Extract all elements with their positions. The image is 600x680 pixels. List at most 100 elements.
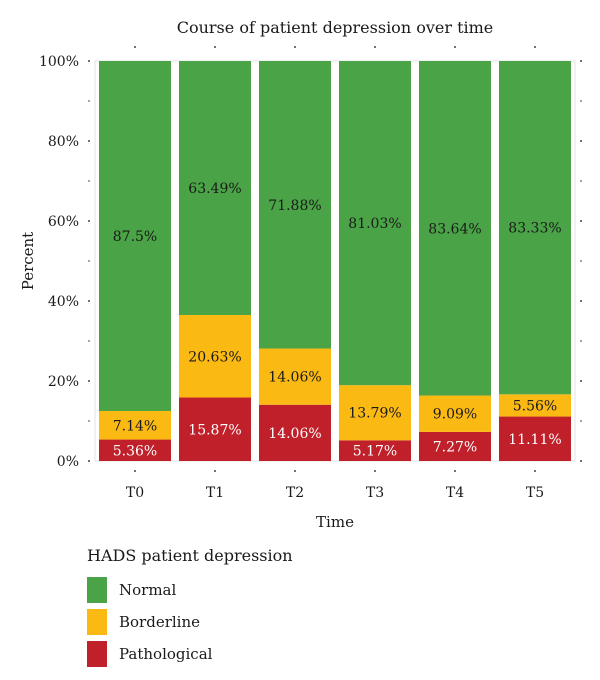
data-label-pathological-t2: 14.06% (268, 426, 321, 442)
y-minor-mark-left (88, 180, 90, 182)
bar-normal-t3 (339, 61, 411, 386)
data-label-pathological-t1: 15.87% (188, 422, 241, 438)
plot-frame (94, 60, 576, 462)
y-tick-label: 40% (48, 294, 79, 310)
data-label-normal-t0: 87.5% (113, 229, 157, 245)
data-label-borderline-t3: 13.79% (348, 406, 401, 422)
data-label-pathological-t4: 7.27% (433, 439, 477, 455)
y-minor-mark-right (580, 340, 582, 342)
x-tick-label-t0: T0 (126, 485, 144, 501)
bar-borderline-t3 (339, 385, 411, 441)
y-tick-label: 20% (48, 374, 79, 390)
legend-label-pathological: Pathological (119, 645, 213, 663)
bar-borderline-t4 (419, 395, 491, 432)
y-tick-mark-right-2 (580, 300, 582, 302)
y-tick-mark-left-5 (88, 60, 90, 62)
x-tick-label-t4: T4 (446, 485, 464, 501)
y-minor-mark-left (88, 260, 90, 262)
data-label-borderline-t0: 7.14% (113, 418, 157, 434)
y-minor-mark-right (580, 420, 582, 422)
bar-borderline-t0 (99, 411, 171, 440)
y-tick-mark-left-2 (88, 300, 90, 302)
legend: HADS patient depression Normal Borderline… (87, 546, 293, 673)
x-tick-label-t5: T5 (526, 485, 544, 501)
y-tick-mark-right-0 (580, 460, 582, 462)
data-label-pathological-t0: 5.36% (113, 443, 157, 459)
bar-borderline-t1 (179, 315, 251, 398)
bar-normal-t2 (259, 61, 331, 349)
x-tick-mark-top-0 (134, 46, 136, 48)
y-tick-mark-left-0 (88, 460, 90, 462)
x-tick-mark-top-3 (374, 46, 376, 48)
y-tick-label: 0% (57, 454, 79, 470)
x-tick-mark-bottom-3 (374, 470, 376, 472)
data-label-normal-t5: 83.33% (508, 221, 561, 237)
bar-normal-t4 (419, 61, 491, 396)
y-tick-label: 80% (48, 134, 79, 150)
x-tick-mark-bottom-0 (134, 470, 136, 472)
x-tick-mark-top-1 (214, 46, 216, 48)
legend-item-normal: Normal (87, 577, 293, 603)
legend-item-pathological: Pathological (87, 641, 293, 667)
data-label-normal-t3: 81.03% (348, 216, 401, 232)
data-label-normal-t2: 71.88% (268, 198, 321, 214)
y-minor-mark-left (88, 100, 90, 102)
bar-pathological-t2 (259, 404, 331, 461)
y-tick-mark-left-3 (88, 220, 90, 222)
bar-normal-t1 (179, 61, 251, 315)
data-label-borderline-t4: 9.09% (433, 407, 477, 423)
bar-pathological-t1 (179, 397, 251, 461)
y-tick-mark-right-4 (580, 140, 582, 142)
y-minor-mark-right (580, 180, 582, 182)
x-tick-mark-bottom-1 (214, 470, 216, 472)
data-label-borderline-t2: 14.06% (268, 370, 321, 386)
x-tick-label-t1: T1 (206, 485, 224, 501)
chart: Course of patient depression over time P… (19, 18, 582, 531)
x-tick-mark-bottom-2 (294, 470, 296, 472)
y-tick-mark-right-5 (580, 60, 582, 62)
y-minor-mark-left (88, 420, 90, 422)
data-label-pathological-t5: 11.11% (508, 432, 561, 448)
x-tick-mark-top-2 (294, 46, 296, 48)
bar-borderline-t5 (499, 394, 571, 417)
data-label-borderline-t1: 20.63% (188, 349, 241, 365)
plot-area: 0% 20% 40% 60% 80% 100% 5.36% 7.14% 87.5% T0 15.87… (39, 46, 582, 501)
y-tick-mark-right-1 (580, 380, 582, 382)
legend-title: HADS patient depression (87, 546, 293, 565)
x-tick-label-t3: T3 (366, 485, 384, 501)
y-minor-mark-right (580, 100, 582, 102)
y-tick-mark-left-1 (88, 380, 90, 382)
legend-label-borderline: Borderline (119, 613, 201, 631)
bar-pathological-t3 (339, 440, 411, 461)
x-tick-mark-bottom-5 (534, 470, 536, 472)
legend-swatch-pathological (87, 641, 107, 667)
legend-items: Normal Borderline Pathological (87, 577, 293, 667)
y-tick-mark-right-3 (580, 220, 582, 222)
bar-pathological-t0 (99, 439, 171, 461)
chart-title: Course of patient depression over time (177, 18, 494, 37)
data-label-normal-t4: 83.64% (428, 221, 481, 237)
y-axis-label: Percent (19, 232, 37, 290)
y-tick-mark-left-4 (88, 140, 90, 142)
bar-pathological-t4 (419, 431, 491, 461)
y-tick-label: 100% (39, 54, 79, 70)
x-tick-mark-top-4 (454, 46, 456, 48)
data-label-pathological-t3: 5.17% (353, 444, 397, 460)
data-label-borderline-t5: 5.56% (513, 398, 557, 414)
data-label-normal-t1: 63.49% (188, 181, 241, 197)
legend-item-borderline: Borderline (87, 609, 293, 635)
y-tick-label: 60% (48, 214, 79, 230)
x-tick-mark-bottom-4 (454, 470, 456, 472)
y-minor-mark-left (88, 340, 90, 342)
bar-borderline-t2 (259, 348, 331, 405)
bar-pathological-t5 (499, 416, 571, 461)
x-axis-label: Time (316, 513, 354, 531)
y-minor-mark-right (580, 260, 582, 262)
bar-normal-t5 (499, 61, 571, 395)
x-tick-mark-top-5 (534, 46, 536, 48)
legend-swatch-normal (87, 577, 107, 603)
legend-swatch-borderline (87, 609, 107, 635)
legend-label-normal: Normal (119, 581, 177, 599)
x-tick-label-t2: T2 (286, 485, 304, 501)
bar-normal-t0 (99, 61, 171, 411)
